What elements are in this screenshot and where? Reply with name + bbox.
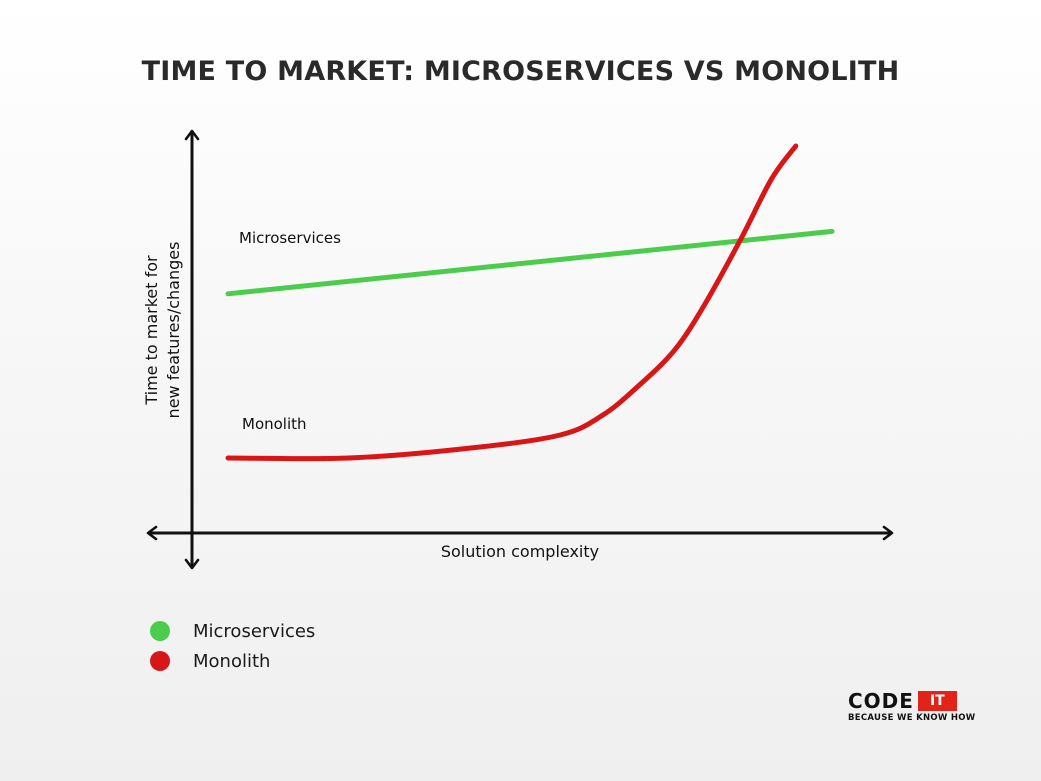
series-line-monolith bbox=[225, 143, 799, 462]
logo-wordmark: CODE IT bbox=[848, 691, 988, 711]
legend-dot-microservices bbox=[150, 621, 170, 641]
legend-item-microservices: Microservices bbox=[150, 616, 315, 646]
legend-item-monolith: Monolith bbox=[150, 646, 315, 676]
monolith-annotation: Monolith bbox=[242, 415, 307, 433]
legend-dot-monolith bbox=[150, 651, 170, 671]
chart-title: TIME TO MARKET: MICROSERVICES VS MONOLIT… bbox=[141, 56, 900, 87]
series-line-microservices bbox=[225, 228, 835, 297]
legend-label-microservices: Microservices bbox=[193, 620, 316, 642]
y-axis-label: Time to market for new features/changes bbox=[142, 242, 183, 419]
logo-tagline: BECAUSE WE KNOW HOW bbox=[848, 713, 976, 723]
legend: Microservices Monolith bbox=[150, 616, 315, 676]
legend-label-monolith: Monolith bbox=[193, 650, 271, 672]
logo-it-badge: IT bbox=[917, 691, 957, 711]
y-axis-label-line-2: new features/changes bbox=[164, 242, 183, 419]
series-layer bbox=[225, 143, 835, 462]
y-axis-label-line-1: Time to market for bbox=[142, 255, 161, 406]
company-logo: CODE IT BECAUSE WE KNOW HOW bbox=[848, 691, 988, 727]
logo-code-text: CODE bbox=[848, 689, 914, 713]
x-axis-label: Solution complexity bbox=[441, 542, 599, 561]
microservices-annotation: Microservices bbox=[239, 229, 341, 247]
